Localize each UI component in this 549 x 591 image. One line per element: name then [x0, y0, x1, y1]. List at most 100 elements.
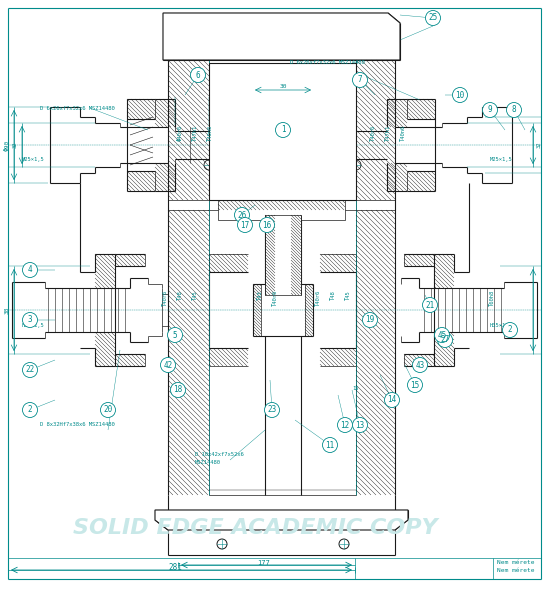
Bar: [127, 99, 155, 119]
Text: 27: 27: [440, 336, 450, 345]
Bar: [404, 354, 434, 366]
Text: 25: 25: [428, 14, 438, 22]
Circle shape: [238, 217, 253, 232]
Text: 43: 43: [416, 361, 424, 369]
Text: 42: 42: [164, 361, 172, 369]
Text: 14: 14: [388, 395, 396, 404]
Circle shape: [23, 262, 37, 278]
Text: 177: 177: [257, 560, 270, 566]
Text: Τ40n6: Τ40n6: [401, 125, 406, 141]
Bar: [95, 254, 115, 288]
Text: 281: 281: [168, 563, 182, 573]
Text: Τ45: Τ45: [346, 290, 351, 300]
Text: 18: 18: [173, 385, 183, 395]
Bar: [404, 254, 434, 266]
Polygon shape: [163, 13, 400, 60]
Text: 8: 8: [512, 106, 516, 115]
Bar: [115, 354, 145, 366]
Circle shape: [423, 297, 438, 313]
Text: 5: 5: [173, 330, 177, 339]
Circle shape: [438, 333, 452, 348]
Text: Τ45: Τ45: [193, 290, 198, 300]
Bar: [407, 171, 435, 191]
Text: 12: 12: [340, 421, 350, 430]
Text: 32: 32: [537, 142, 542, 148]
Bar: [356, 60, 395, 200]
Circle shape: [338, 417, 352, 433]
Text: 9: 9: [488, 106, 492, 115]
Circle shape: [171, 382, 186, 398]
Circle shape: [260, 217, 274, 232]
Bar: [320, 348, 356, 366]
Circle shape: [434, 327, 450, 343]
Text: SOLID EDGE ACADEMIC COPY: SOLID EDGE ACADEMIC COPY: [72, 518, 438, 538]
Circle shape: [384, 392, 400, 408]
Bar: [387, 99, 407, 127]
Bar: [387, 163, 407, 191]
Text: 32: 32: [13, 142, 18, 148]
Circle shape: [265, 402, 279, 417]
Text: 11: 11: [326, 440, 335, 450]
Text: H35×1,5: H35×1,5: [490, 323, 513, 327]
Bar: [115, 254, 145, 266]
Text: 15: 15: [352, 385, 358, 391]
Text: H30×1,5: H30×1,5: [22, 323, 45, 327]
Text: M25×1,5: M25×1,5: [22, 157, 45, 163]
Circle shape: [23, 402, 37, 417]
Circle shape: [100, 402, 115, 417]
Text: Τ48: Τ48: [331, 290, 336, 300]
Bar: [320, 254, 356, 272]
Bar: [265, 215, 301, 295]
Bar: [305, 284, 313, 336]
Bar: [127, 171, 155, 191]
Text: 16: 16: [262, 220, 272, 229]
Text: 38: 38: [5, 306, 10, 314]
Bar: [209, 63, 356, 200]
Text: MSZ14480: MSZ14480: [195, 460, 221, 466]
Text: D 10x42xf7x52x6: D 10x42xf7x52x6: [195, 453, 244, 457]
Text: 13: 13: [355, 421, 365, 430]
Bar: [155, 99, 175, 127]
Bar: [218, 200, 345, 210]
Bar: [240, 97, 252, 193]
Text: 2: 2: [508, 326, 512, 335]
Text: 19: 19: [366, 316, 374, 324]
Circle shape: [483, 102, 497, 118]
Text: 3: 3: [27, 316, 32, 324]
Bar: [311, 97, 323, 193]
Text: Τ43: Τ43: [258, 290, 263, 300]
Circle shape: [412, 358, 428, 372]
Bar: [265, 215, 275, 295]
Text: 21: 21: [425, 300, 435, 310]
Bar: [240, 97, 323, 193]
Text: Τ47h1: Τ47h1: [193, 125, 198, 141]
Text: 7: 7: [358, 76, 362, 85]
Text: 45: 45: [438, 330, 447, 339]
Text: 1: 1: [281, 125, 285, 135]
Text: Τ40r6: Τ40r6: [163, 290, 168, 306]
Text: D 6x26xf7x32x6 MSZ14480: D 6x26xf7x32x6 MSZ14480: [290, 60, 365, 64]
Circle shape: [234, 207, 249, 222]
Circle shape: [502, 323, 518, 337]
Text: 4: 4: [27, 265, 32, 274]
Polygon shape: [155, 510, 408, 530]
Text: 22: 22: [25, 365, 35, 375]
Text: 10: 10: [455, 90, 464, 99]
Circle shape: [362, 313, 378, 327]
Text: D 6x26xf7x32x6 MSZ14480: D 6x26xf7x32x6 MSZ14480: [40, 106, 115, 111]
Bar: [356, 210, 395, 495]
Circle shape: [507, 102, 522, 118]
Bar: [168, 210, 209, 495]
Text: Τ40r6: Τ40r6: [273, 290, 278, 306]
Bar: [291, 215, 301, 295]
Bar: [168, 60, 209, 200]
Text: Τ40r6: Τ40r6: [316, 290, 321, 306]
Text: 17: 17: [240, 220, 250, 229]
Circle shape: [160, 358, 176, 372]
Circle shape: [352, 417, 367, 433]
Text: Φ40r6: Φ40r6: [178, 125, 183, 141]
Bar: [253, 284, 261, 336]
Text: 6: 6: [195, 70, 200, 80]
Bar: [209, 254, 248, 272]
Circle shape: [191, 67, 205, 83]
